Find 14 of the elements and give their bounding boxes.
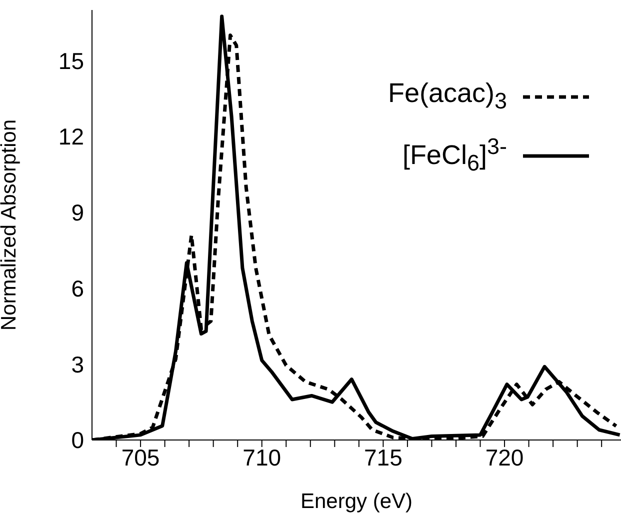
y-tick-label: 12 bbox=[58, 124, 84, 150]
x-axis-title: Energy (eV) bbox=[300, 490, 413, 513]
x-tick-label: 715 bbox=[364, 444, 402, 470]
x-tick-label: 710 bbox=[242, 444, 282, 470]
y-tick-label: 15 bbox=[58, 48, 84, 74]
y-tick-label: 9 bbox=[71, 200, 84, 226]
y-tick-label: 3 bbox=[71, 351, 84, 378]
y-tick-label: 6 bbox=[71, 275, 84, 302]
x-tick-label: 720 bbox=[485, 444, 524, 470]
y-tick-label: 0 bbox=[71, 427, 84, 454]
y-axis-title: Normalized Absorption bbox=[0, 119, 20, 331]
legend-label: Fe(acac)$_{3}$ bbox=[388, 77, 507, 116]
legend-label: [FeCl$_{6}$]$^{3-}$ bbox=[402, 133, 507, 178]
x-tick-label: 705 bbox=[121, 444, 160, 470]
